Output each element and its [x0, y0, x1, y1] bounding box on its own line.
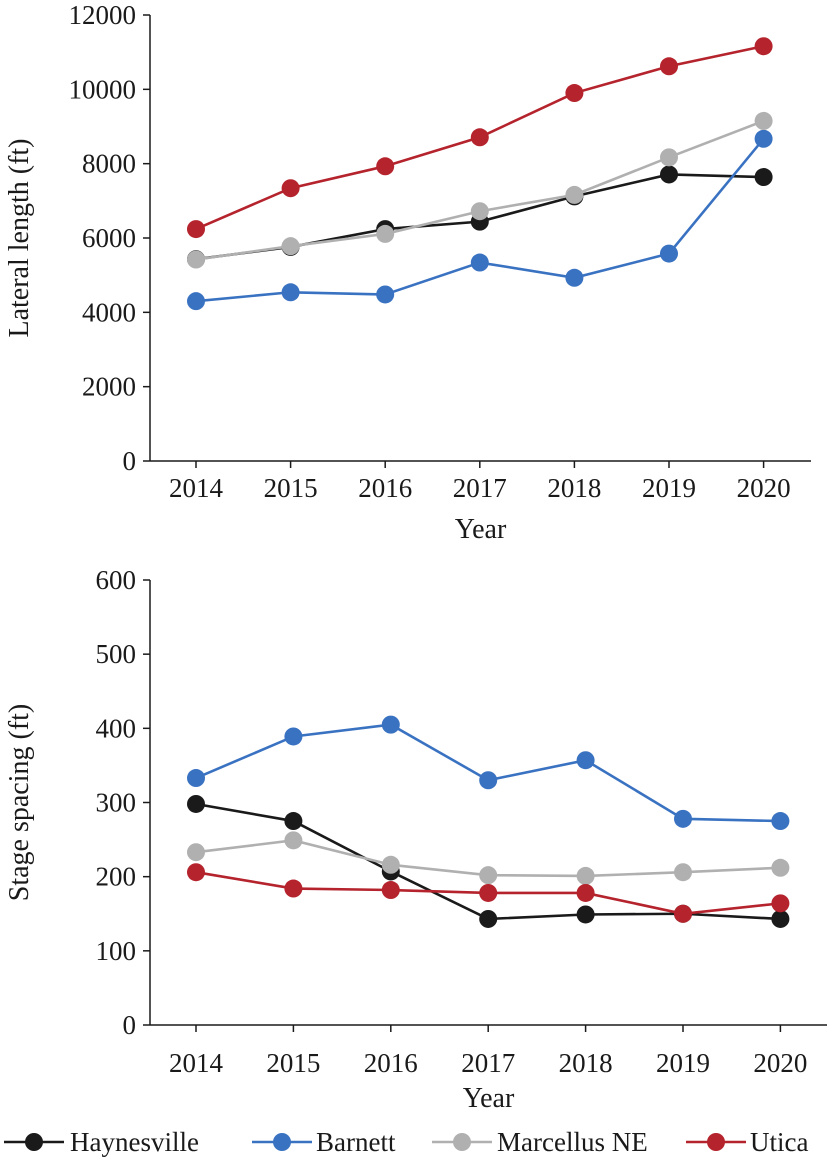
data-point-haynesville: [660, 165, 678, 184]
data-point-barnett: [187, 292, 205, 311]
legend-label: Haynesville: [70, 1127, 199, 1157]
x-tick-label: 2014: [169, 473, 224, 503]
y-tick-label: 0: [123, 1010, 137, 1040]
legend-label: Utica: [750, 1127, 808, 1157]
data-point-utica: [381, 881, 400, 900]
y-tick-label: 12000: [69, 0, 137, 30]
y-tick-label: 300: [96, 788, 137, 818]
data-point-marcellus-ne: [576, 866, 595, 885]
data-point-barnett: [470, 253, 489, 272]
x-tick-label: 2017: [453, 473, 507, 503]
y-tick-label: 400: [96, 713, 137, 743]
data-point-marcellus-ne: [376, 224, 395, 243]
stage-spacing-chart: 0 100 200 300 400 500 600 2014 2015 2016 2017 2018 2…: [4, 565, 827, 1114]
data-point-utica: [470, 128, 489, 147]
data-point-utica: [660, 57, 678, 76]
legend: Haynesville Barnett Marcellus NE Utica: [4, 1127, 808, 1157]
data-point-barnett: [576, 751, 595, 770]
data-point-utica: [284, 879, 303, 898]
x-axis-title: Year: [463, 1083, 515, 1114]
x-axis-title: Year: [455, 514, 507, 545]
y-axis-title: Stage spacing (ft): [4, 704, 35, 902]
legend-label: Marcellus NE: [497, 1127, 648, 1157]
data-point-utica: [771, 894, 790, 913]
data-point-utica: [281, 179, 300, 198]
data-point-marcellus-ne: [754, 111, 773, 130]
y-tick-label: 600: [96, 565, 137, 595]
data-point-marcellus-ne: [771, 858, 790, 877]
x-tick-label: 2020: [753, 1048, 807, 1078]
data-point-marcellus-ne: [470, 202, 489, 221]
data-point-utica: [674, 904, 692, 923]
data-point-barnett: [284, 727, 303, 746]
x-tick-label: 2015: [266, 1048, 320, 1078]
data-point-marcellus-ne: [281, 237, 300, 256]
data-point-marcellus-ne: [284, 831, 303, 850]
y-tick-label: 500: [96, 639, 137, 669]
x-tick-label: 2019: [656, 1048, 710, 1078]
y-tick-label: 200: [96, 862, 137, 892]
data-point-barnett: [565, 268, 584, 287]
x-tick-label: 2017: [461, 1048, 515, 1078]
data-point-barnett: [754, 129, 773, 148]
data-point-haynesville: [479, 909, 498, 928]
data-point-barnett: [281, 283, 300, 302]
y-axis-title: Lateral length (ft): [4, 138, 35, 337]
data-point-utica: [376, 157, 395, 176]
data-point-haynesville: [284, 812, 303, 831]
data-point-utica: [576, 883, 595, 902]
data-point-haynesville: [576, 905, 595, 924]
data-point-barnett: [771, 812, 790, 831]
data-point-barnett: [187, 769, 205, 788]
data-point-marcellus-ne: [674, 863, 692, 882]
data-point-marcellus-ne: [187, 250, 205, 269]
legend-marker: [453, 1133, 471, 1151]
y-tick-label: 0: [123, 446, 137, 476]
legend-marker: [25, 1133, 43, 1151]
data-point-utica: [565, 84, 584, 103]
data-point-utica: [754, 37, 773, 56]
legend-marker: [273, 1133, 291, 1151]
data-point-utica: [187, 863, 205, 882]
x-tick-label: 2016: [358, 473, 412, 503]
y-tick-label: 6000: [82, 223, 136, 253]
y-tick-label: 8000: [82, 149, 136, 179]
data-point-barnett: [479, 771, 498, 790]
x-tick-label: 2018: [559, 1048, 613, 1078]
x-tick-label: 2015: [264, 473, 318, 503]
x-tick-label: 2018: [547, 473, 601, 503]
data-point-barnett: [674, 809, 692, 828]
x-tick-label: 2014: [169, 1048, 224, 1078]
data-point-barnett: [381, 715, 400, 734]
legend-label: Barnett: [316, 1127, 396, 1157]
data-point-marcellus-ne: [479, 866, 498, 885]
data-point-haynesville: [771, 909, 790, 928]
data-point-utica: [187, 220, 205, 239]
x-tick-label: 2020: [737, 473, 791, 503]
data-point-barnett: [660, 244, 678, 263]
data-point-haynesville: [754, 168, 773, 187]
y-tick-label: 2000: [82, 372, 136, 402]
x-tick-label: 2016: [364, 1048, 418, 1078]
data-point-barnett: [376, 285, 395, 304]
data-point-utica: [479, 883, 498, 902]
data-point-marcellus-ne: [381, 855, 400, 874]
lateral-length-chart: 0 2000 4000 6000 8000 10000 12000 2014 2015 2016 2…: [4, 0, 811, 545]
x-tick-label: 2019: [642, 473, 696, 503]
y-tick-label: 4000: [82, 297, 136, 327]
data-point-marcellus-ne: [660, 148, 678, 167]
legend-marker: [707, 1133, 725, 1151]
data-point-haynesville: [187, 794, 205, 813]
data-point-marcellus-ne: [187, 843, 205, 862]
y-tick-label: 10000: [69, 74, 137, 104]
data-point-marcellus-ne: [565, 185, 584, 204]
y-tick-label: 100: [96, 936, 137, 966]
